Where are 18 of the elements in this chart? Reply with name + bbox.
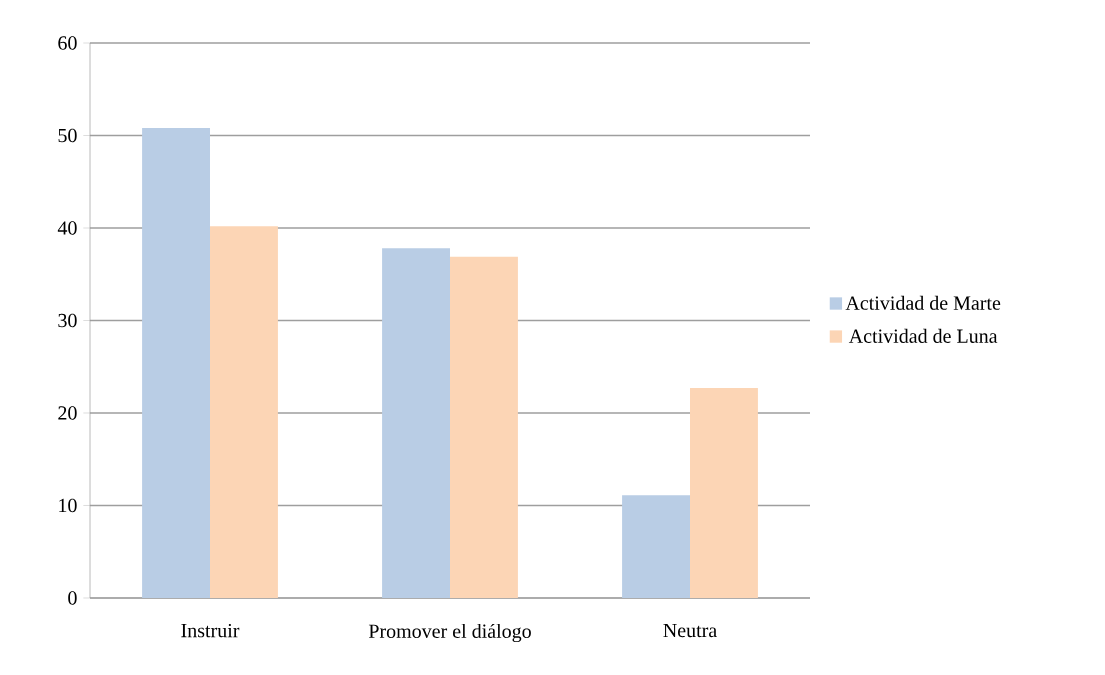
y-tick-label: 40 [57, 221, 77, 235]
bar [142, 128, 211, 598]
y-tick-label: 60 [58, 36, 77, 50]
x-tick-label: Promover el diálogo [368, 623, 531, 643]
y-tick-label: 0 [68, 591, 77, 605]
bar [210, 226, 278, 598]
x-tick-label: Neutra [663, 623, 717, 638]
bar [450, 256, 518, 598]
y-tick-label: 50 [58, 128, 77, 143]
y-tick-label: 20 [58, 406, 77, 420]
y-tick-label: 10 [59, 498, 77, 513]
bar [382, 248, 450, 598]
x-tick-label: Instruir [181, 623, 240, 638]
bar [690, 388, 758, 598]
legend-label: Actividad de Marte [845, 295, 1001, 310]
y-tick-label: 30 [58, 313, 77, 328]
bar [622, 495, 690, 598]
legend-label: Actividad de Luna [848, 328, 998, 343]
